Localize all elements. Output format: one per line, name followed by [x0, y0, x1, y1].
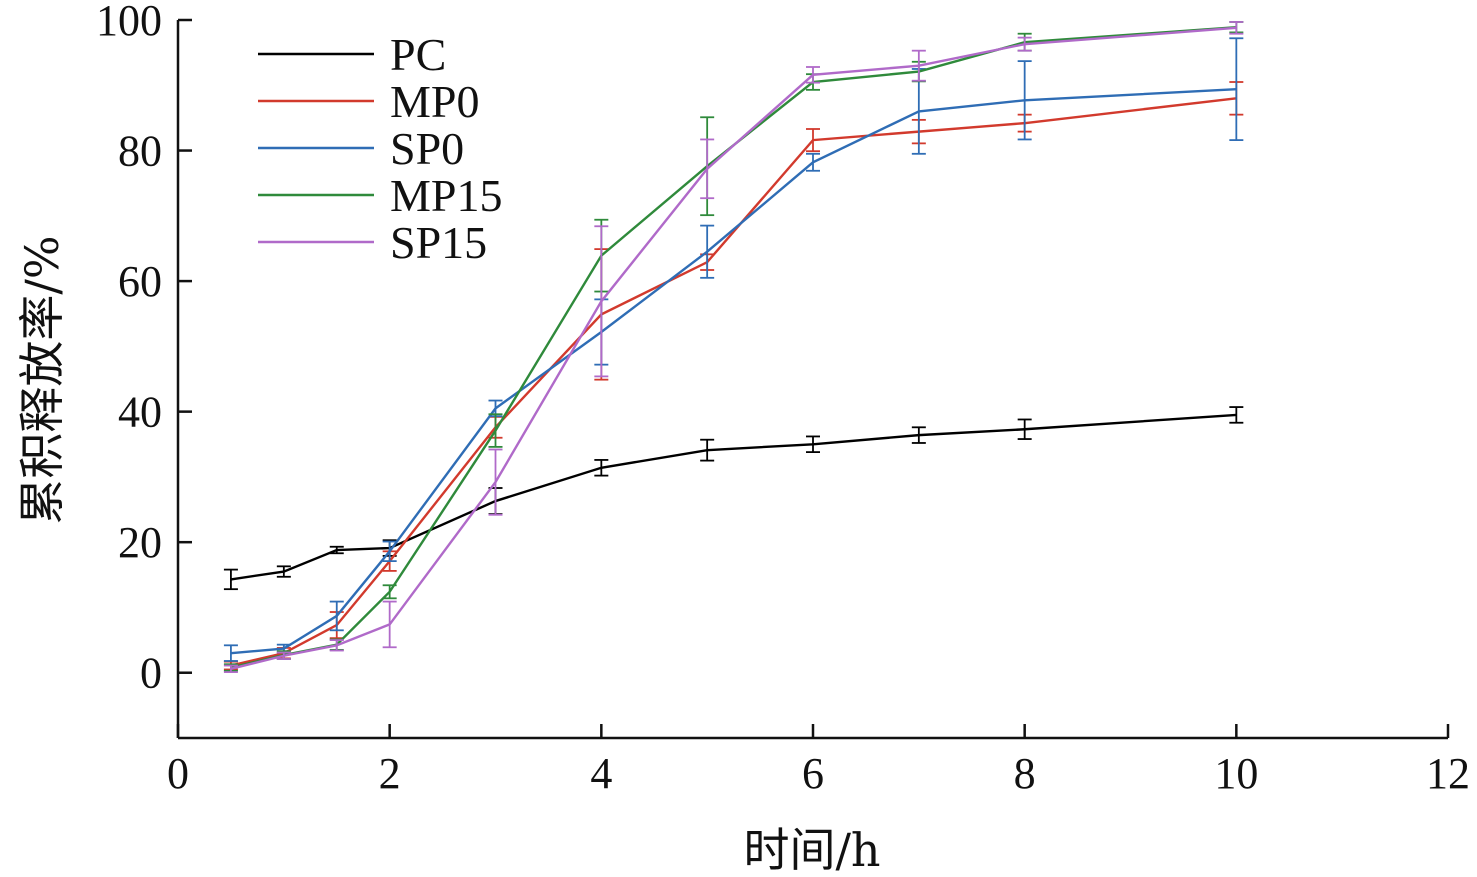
y-tick-label: 0	[140, 649, 162, 698]
series-line-sp0	[230, 87, 1237, 655]
legend-label: MP0	[390, 76, 479, 127]
series-layer	[223, 21, 1244, 673]
legend-item-sp0: SP0	[258, 123, 464, 174]
series-sp0	[223, 37, 1244, 662]
series-pc	[223, 406, 1244, 591]
series-line-mp0	[230, 97, 1237, 667]
legend-item-mp0: MP0	[258, 76, 479, 127]
series-mp15	[223, 21, 1244, 672]
x-tick-label: 12	[1426, 749, 1470, 798]
legend-item-mp15: MP15	[258, 170, 502, 221]
x-tick-label: 6	[802, 749, 824, 798]
y-tick-label: 60	[118, 257, 162, 306]
x-tick-label: 10	[1214, 749, 1258, 798]
x-tick-label: 0	[167, 749, 189, 798]
y-tick-label: 80	[118, 127, 162, 176]
y-tick-label: 40	[118, 388, 162, 437]
series-sp15	[223, 21, 1244, 673]
y-tick-label: 20	[118, 518, 162, 567]
legend-label: MP15	[390, 170, 502, 221]
x-tick-label: 4	[590, 749, 612, 798]
series-line-pc	[230, 413, 1237, 581]
series-mp0	[223, 81, 1244, 671]
legend-label: SP15	[390, 217, 487, 268]
legend-item-sp15: SP15	[258, 217, 487, 268]
legend-label: PC	[390, 29, 446, 80]
axes: 0 20 40 60 80 100 0 2 4 6 8 10 12	[96, 0, 1470, 798]
x-axis-title: 时间/h	[743, 823, 880, 877]
y-tick-label: 100	[96, 0, 162, 45]
y-axis-title: 累积释放率/%	[15, 235, 69, 524]
legend-label: SP0	[390, 123, 464, 174]
x-tick-label: 8	[1014, 749, 1036, 798]
x-tick-label: 2	[379, 749, 401, 798]
legend-item-pc: PC	[258, 29, 446, 80]
series-line-sp15	[230, 26, 1237, 670]
